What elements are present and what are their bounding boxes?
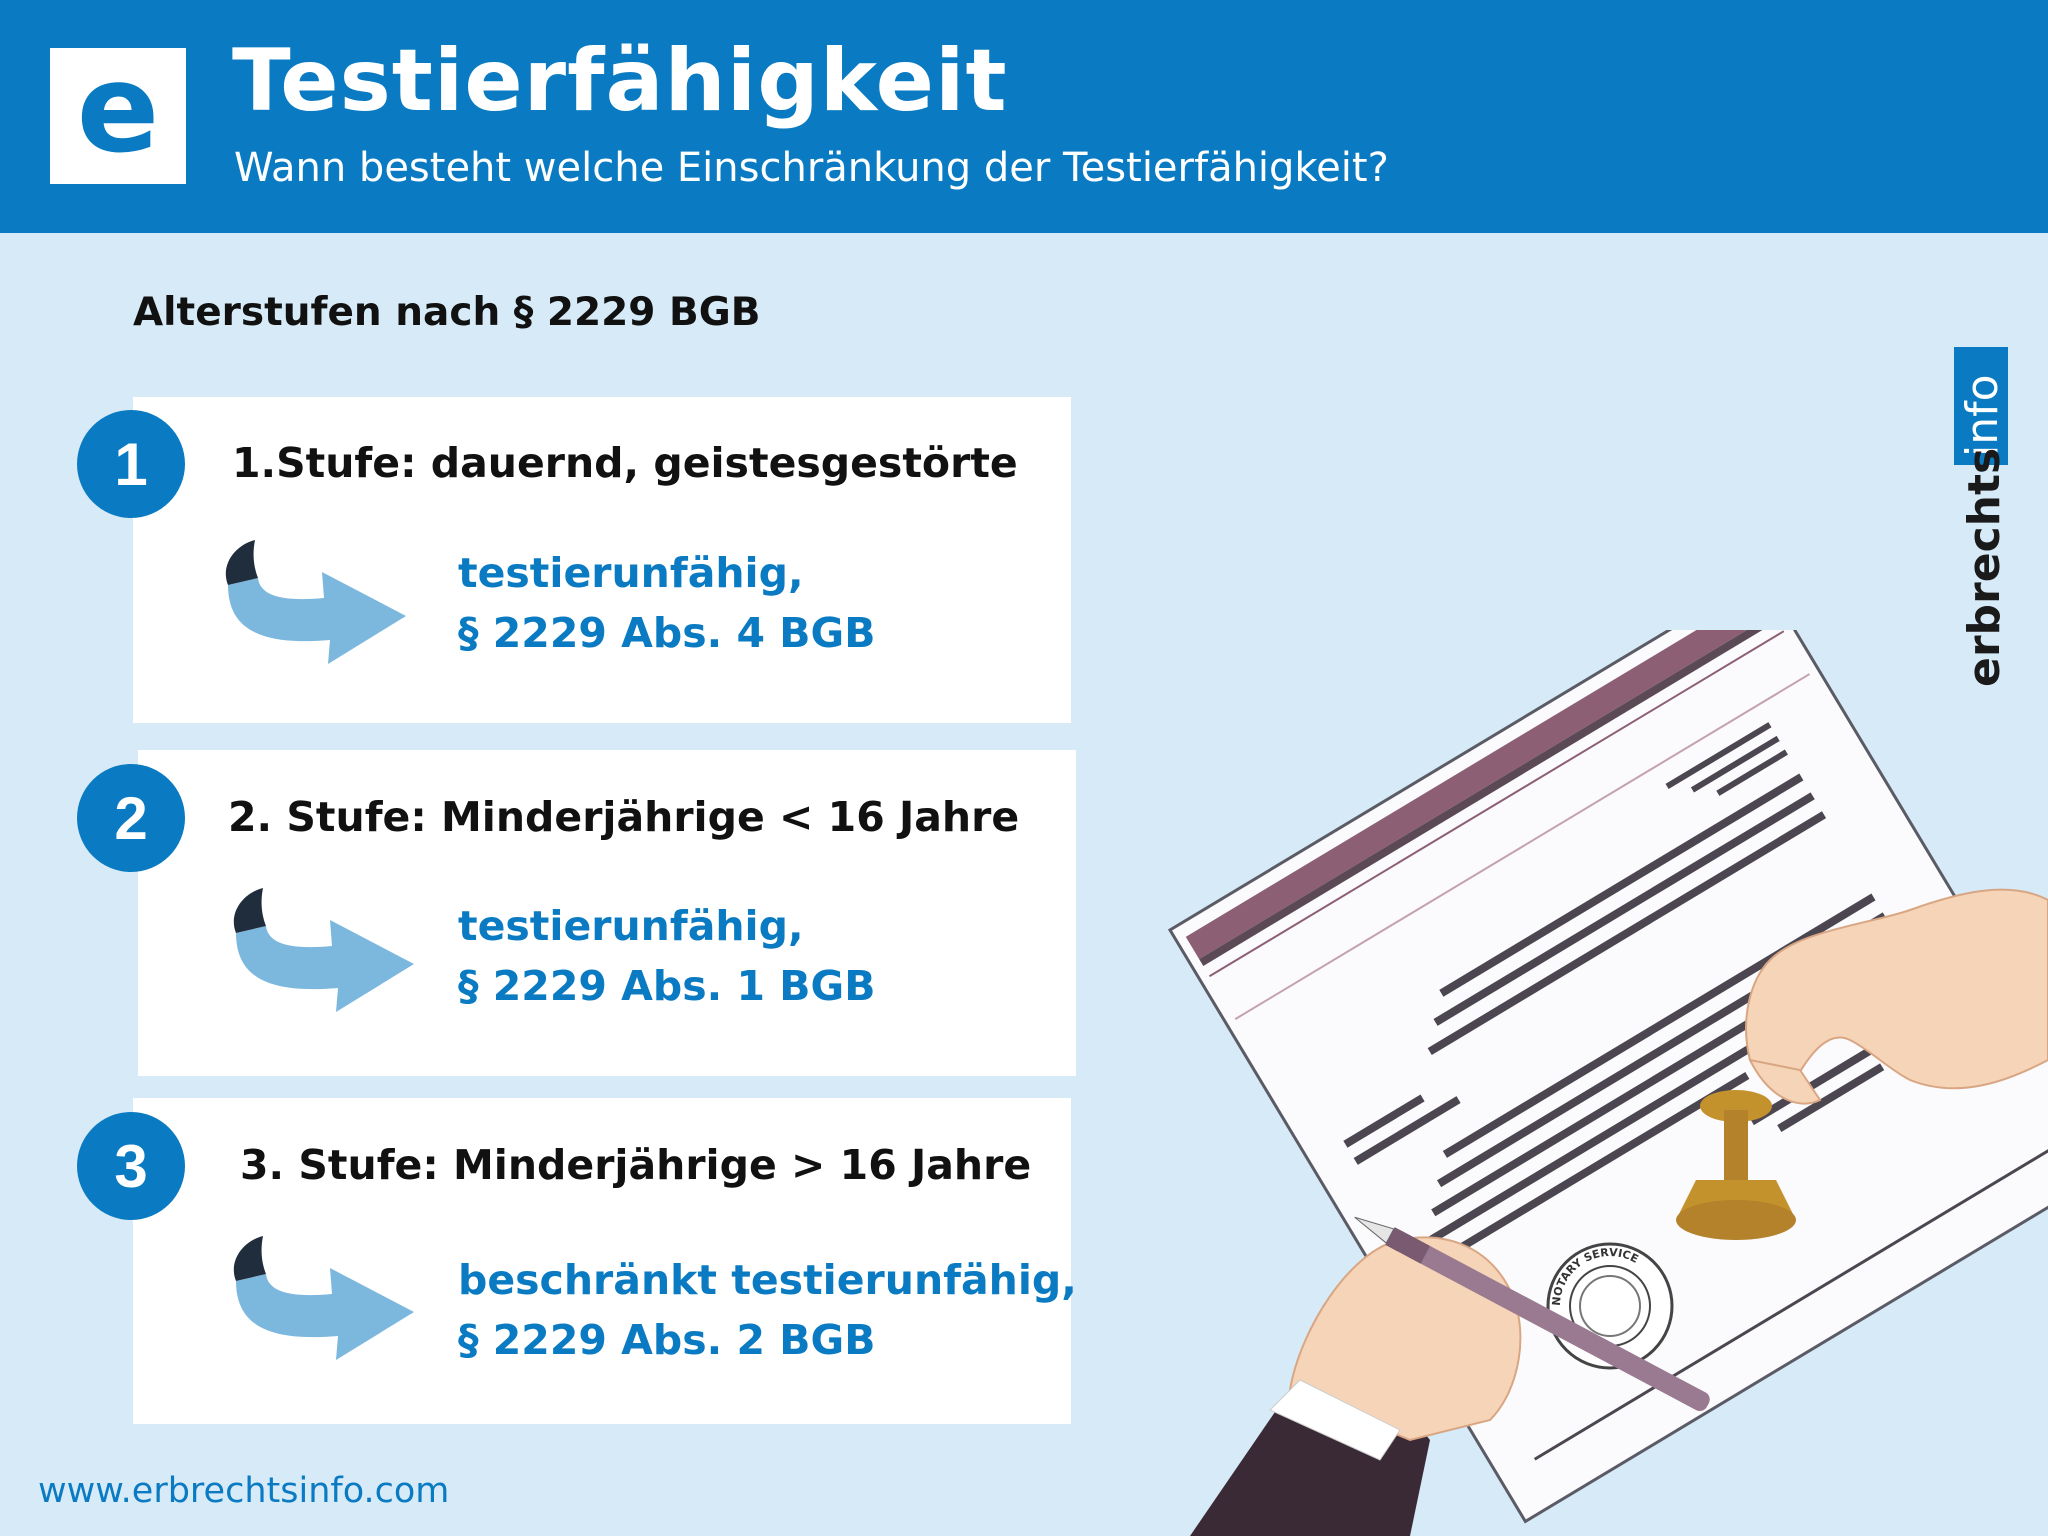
brand-wordmark: info erbrechts — [1954, 347, 2009, 687]
stage-result-reference: § 2229 Abs. 1 BGB — [458, 962, 876, 1010]
curved-arrow-icon — [233, 888, 414, 1012]
stage-result-reference: § 2229 Abs. 2 BGB — [458, 1316, 876, 1364]
logo-letter: e — [76, 38, 160, 180]
stage-result: testierunfähig, § 2229 Abs. 4 BGB — [458, 543, 875, 663]
logo: e — [50, 48, 186, 184]
stage-result-status: testierunfähig, — [458, 549, 804, 597]
hand-stamp-illustration — [1745, 888, 2048, 1105]
stage-label: 1.Stufe: dauernd, geistesgestörte — [232, 439, 1018, 487]
stage-result: beschränkt testierunfähig, § 2229 Abs. 2… — [458, 1250, 1077, 1370]
curved-arrow-icon — [225, 540, 406, 664]
brand-erbrechts-text: erbrechts — [1959, 448, 2009, 687]
curved-arrow-icon — [233, 1236, 414, 1360]
hand-pen-illustration — [1190, 1236, 1522, 1536]
page-title: Testierfähigkeit — [232, 31, 1008, 131]
stage-card-3 — [133, 1098, 1071, 1424]
pen-icon — [1354, 1216, 1710, 1412]
stage-number-badge: 2 — [77, 764, 185, 872]
stage-card-1 — [133, 397, 1071, 723]
stage-result-reference: § 2229 Abs. 4 BGB — [458, 609, 876, 657]
stage-number-badge: 3 — [77, 1112, 185, 1220]
stage-number-badge: 1 — [77, 410, 185, 518]
section-title: Alterstufen nach § 2229 BGB — [133, 290, 761, 335]
stage-result: testierunfähig, § 2229 Abs. 1 BGB — [458, 896, 875, 1016]
page-subtitle: Wann besteht welche Einschränkung der Te… — [234, 145, 1389, 191]
footer-url[interactable]: www.erbrechtsinfo.com — [38, 1471, 450, 1511]
stage-label: 2. Stufe: Minderjährige < 16 Jahre — [228, 793, 1020, 841]
stage-result-status: testierunfähig, — [458, 902, 804, 950]
notary-document-illustration: NOTARY SERVICE — [1167, 630, 2048, 1536]
stage-card-2 — [138, 750, 1076, 1076]
brand-info-text: info — [1957, 374, 2008, 457]
stage-result-status: beschränkt testierunfähig, — [458, 1256, 1077, 1304]
stage-label: 3. Stufe: Minderjährige > 16 Jahre — [240, 1141, 1032, 1189]
header-banner: e Testierfähigkeit Wann besteht welche E… — [0, 0, 2048, 233]
stamp-icon — [1676, 1090, 1796, 1240]
